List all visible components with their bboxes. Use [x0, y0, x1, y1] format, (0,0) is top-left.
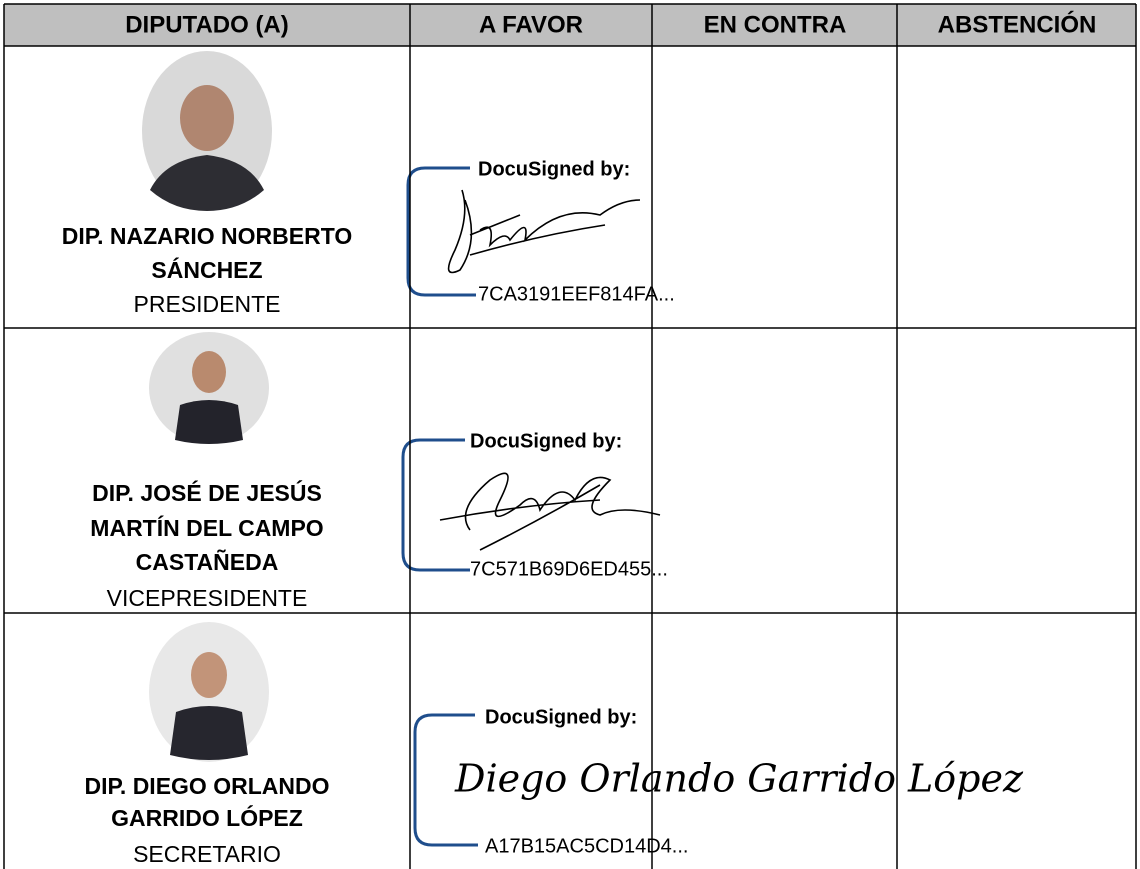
docusign-label: DocuSigned by: — [470, 430, 622, 452]
deputy-name: CASTAÑEDA — [136, 548, 279, 575]
photo-face — [191, 652, 227, 698]
table-grid — [3, 3, 1137, 869]
header-bg — [4, 4, 1136, 46]
deputy-name: SÁNCHEZ — [151, 256, 262, 283]
docusign-bracket — [406, 166, 476, 297]
column-header: ABSTENCIÓN — [938, 10, 1097, 38]
docusign-bracket — [401, 438, 470, 572]
docusign-id: 7C571B69D6ED455... — [470, 558, 668, 580]
docusign-label: DocuSigned by: — [485, 706, 637, 728]
photo-body — [175, 400, 243, 444]
deputy-name: DIP. NAZARIO NORBERTO — [62, 223, 353, 249]
deputy-name: MARTÍN DEL CAMPO — [90, 514, 323, 541]
docusign-id: 7CA3191EEF814FA... — [478, 283, 675, 305]
deputy-name: DIP. JOSÉ DE JESÚS — [92, 479, 322, 506]
deputy-name: GARRIDO LÓPEZ — [111, 804, 303, 831]
signature-strokes — [401, 166, 661, 847]
deputy-name: DIP. DIEGO ORLANDO — [85, 773, 330, 799]
photo-body — [150, 155, 264, 211]
photos — [142, 51, 272, 762]
deputy-role: PRESIDENTE — [134, 291, 281, 317]
photo-face — [192, 351, 226, 393]
column-header: EN CONTRA — [704, 11, 847, 38]
signature-scribble — [439, 472, 661, 551]
docusign-label: DocuSigned by: — [478, 158, 630, 180]
photo-face — [180, 85, 234, 151]
signature-scribble — [447, 189, 641, 274]
column-header: A FAVOR — [479, 11, 583, 38]
photo-body — [170, 706, 248, 760]
signature-text: Diego Orlando Garrido López — [454, 757, 1024, 801]
deputy-role: SECRETARIO — [133, 841, 281, 867]
docusign-bracket — [413, 713, 478, 847]
deputy-role: VICEPRESIDENTE — [107, 585, 308, 611]
column-header: DIPUTADO (A) — [125, 11, 289, 38]
docusign-id: A17B15AC5CD14D4... — [485, 835, 688, 857]
